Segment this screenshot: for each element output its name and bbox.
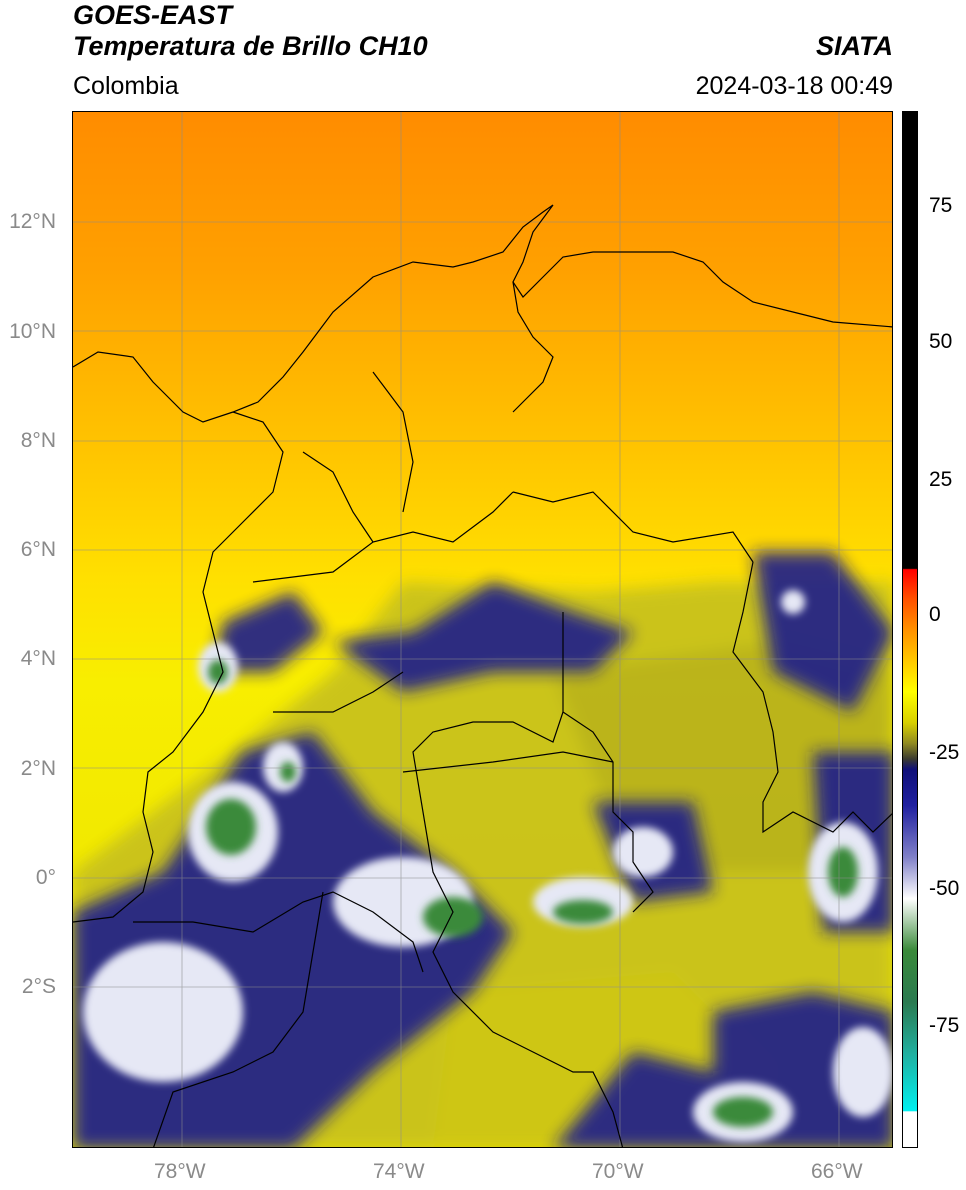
lat-tick-6n: 6°N xyxy=(20,538,56,561)
map-gridlines xyxy=(73,112,892,1147)
lon-tick-78w: 78°W xyxy=(154,1160,206,1183)
colorbar xyxy=(902,111,918,1148)
map-borders xyxy=(73,204,892,1147)
colorbar-gradient xyxy=(903,112,917,1147)
map-canvas xyxy=(73,112,892,1147)
lon-tick-74w: 74°W xyxy=(373,1160,425,1183)
lon-tick-70w: 70°W xyxy=(592,1160,644,1183)
colorbar-label-minus50: -50 xyxy=(929,877,960,900)
lat-tick-4n: 4°N xyxy=(20,647,56,670)
institution-label: SIATA xyxy=(816,31,893,61)
title-product: Temperatura de Brillo CH10 xyxy=(73,31,428,61)
lat-tick-2s: 2°S xyxy=(21,975,56,998)
lat-tick-2n: 2°N xyxy=(20,757,56,780)
lat-tick-0: 0° xyxy=(35,866,56,889)
lat-tick-10n: 10°N xyxy=(9,320,56,343)
lon-tick-66w: 66°W xyxy=(811,1160,863,1183)
region-label: Colombia xyxy=(73,72,179,100)
satellite-map[interactable] xyxy=(72,111,893,1148)
colorbar-label-75: 75 xyxy=(929,194,953,217)
lat-tick-12n: 12°N xyxy=(9,210,56,233)
colorbar-label-25: 25 xyxy=(929,468,953,491)
colorbar-label-minus75: -75 xyxy=(929,1014,960,1037)
lat-tick-8n: 8°N xyxy=(20,429,56,452)
colorbar-label-minus25: -25 xyxy=(929,741,960,764)
timestamp-label: 2024-03-18 00:49 xyxy=(695,72,893,100)
colorbar-label-0: 0 xyxy=(929,603,941,626)
colorbar-label-50: 50 xyxy=(929,330,953,353)
title-satellite: GOES-EAST xyxy=(73,0,233,30)
